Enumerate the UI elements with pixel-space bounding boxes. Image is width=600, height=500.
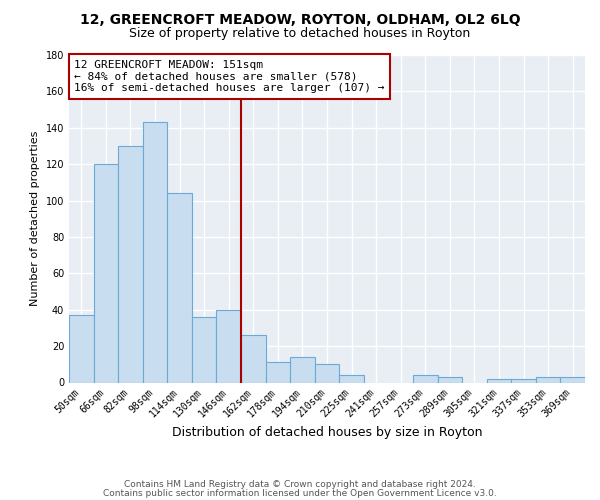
Bar (339, 375, 364, 382)
Bar (437, 377, 462, 382)
Bar (241, 335, 266, 382)
Bar (192, 317, 217, 382)
Bar (560, 377, 585, 382)
Text: 12 GREENCROFT MEADOW: 151sqm
← 84% of detached houses are smaller (578)
16% of s: 12 GREENCROFT MEADOW: 151sqm ← 84% of de… (74, 60, 385, 93)
Bar (143, 122, 167, 382)
Text: Contains public sector information licensed under the Open Government Licence v3: Contains public sector information licen… (103, 488, 497, 498)
Bar (290, 357, 315, 382)
Bar (94, 164, 118, 382)
Text: Contains HM Land Registry data © Crown copyright and database right 2024.: Contains HM Land Registry data © Crown c… (124, 480, 476, 489)
X-axis label: Distribution of detached houses by size in Royton: Distribution of detached houses by size … (172, 426, 482, 440)
Bar (315, 364, 339, 382)
Bar (536, 377, 560, 382)
Text: 12, GREENCROFT MEADOW, ROYTON, OLDHAM, OL2 6LQ: 12, GREENCROFT MEADOW, ROYTON, OLDHAM, O… (80, 12, 520, 26)
Bar (487, 379, 511, 382)
Bar (217, 310, 241, 382)
Bar (266, 362, 290, 382)
Bar (167, 194, 192, 382)
Text: Size of property relative to detached houses in Royton: Size of property relative to detached ho… (130, 28, 470, 40)
Bar (413, 375, 437, 382)
Bar (69, 315, 94, 382)
Bar (118, 146, 143, 382)
Bar (511, 379, 536, 382)
Y-axis label: Number of detached properties: Number of detached properties (30, 131, 40, 306)
